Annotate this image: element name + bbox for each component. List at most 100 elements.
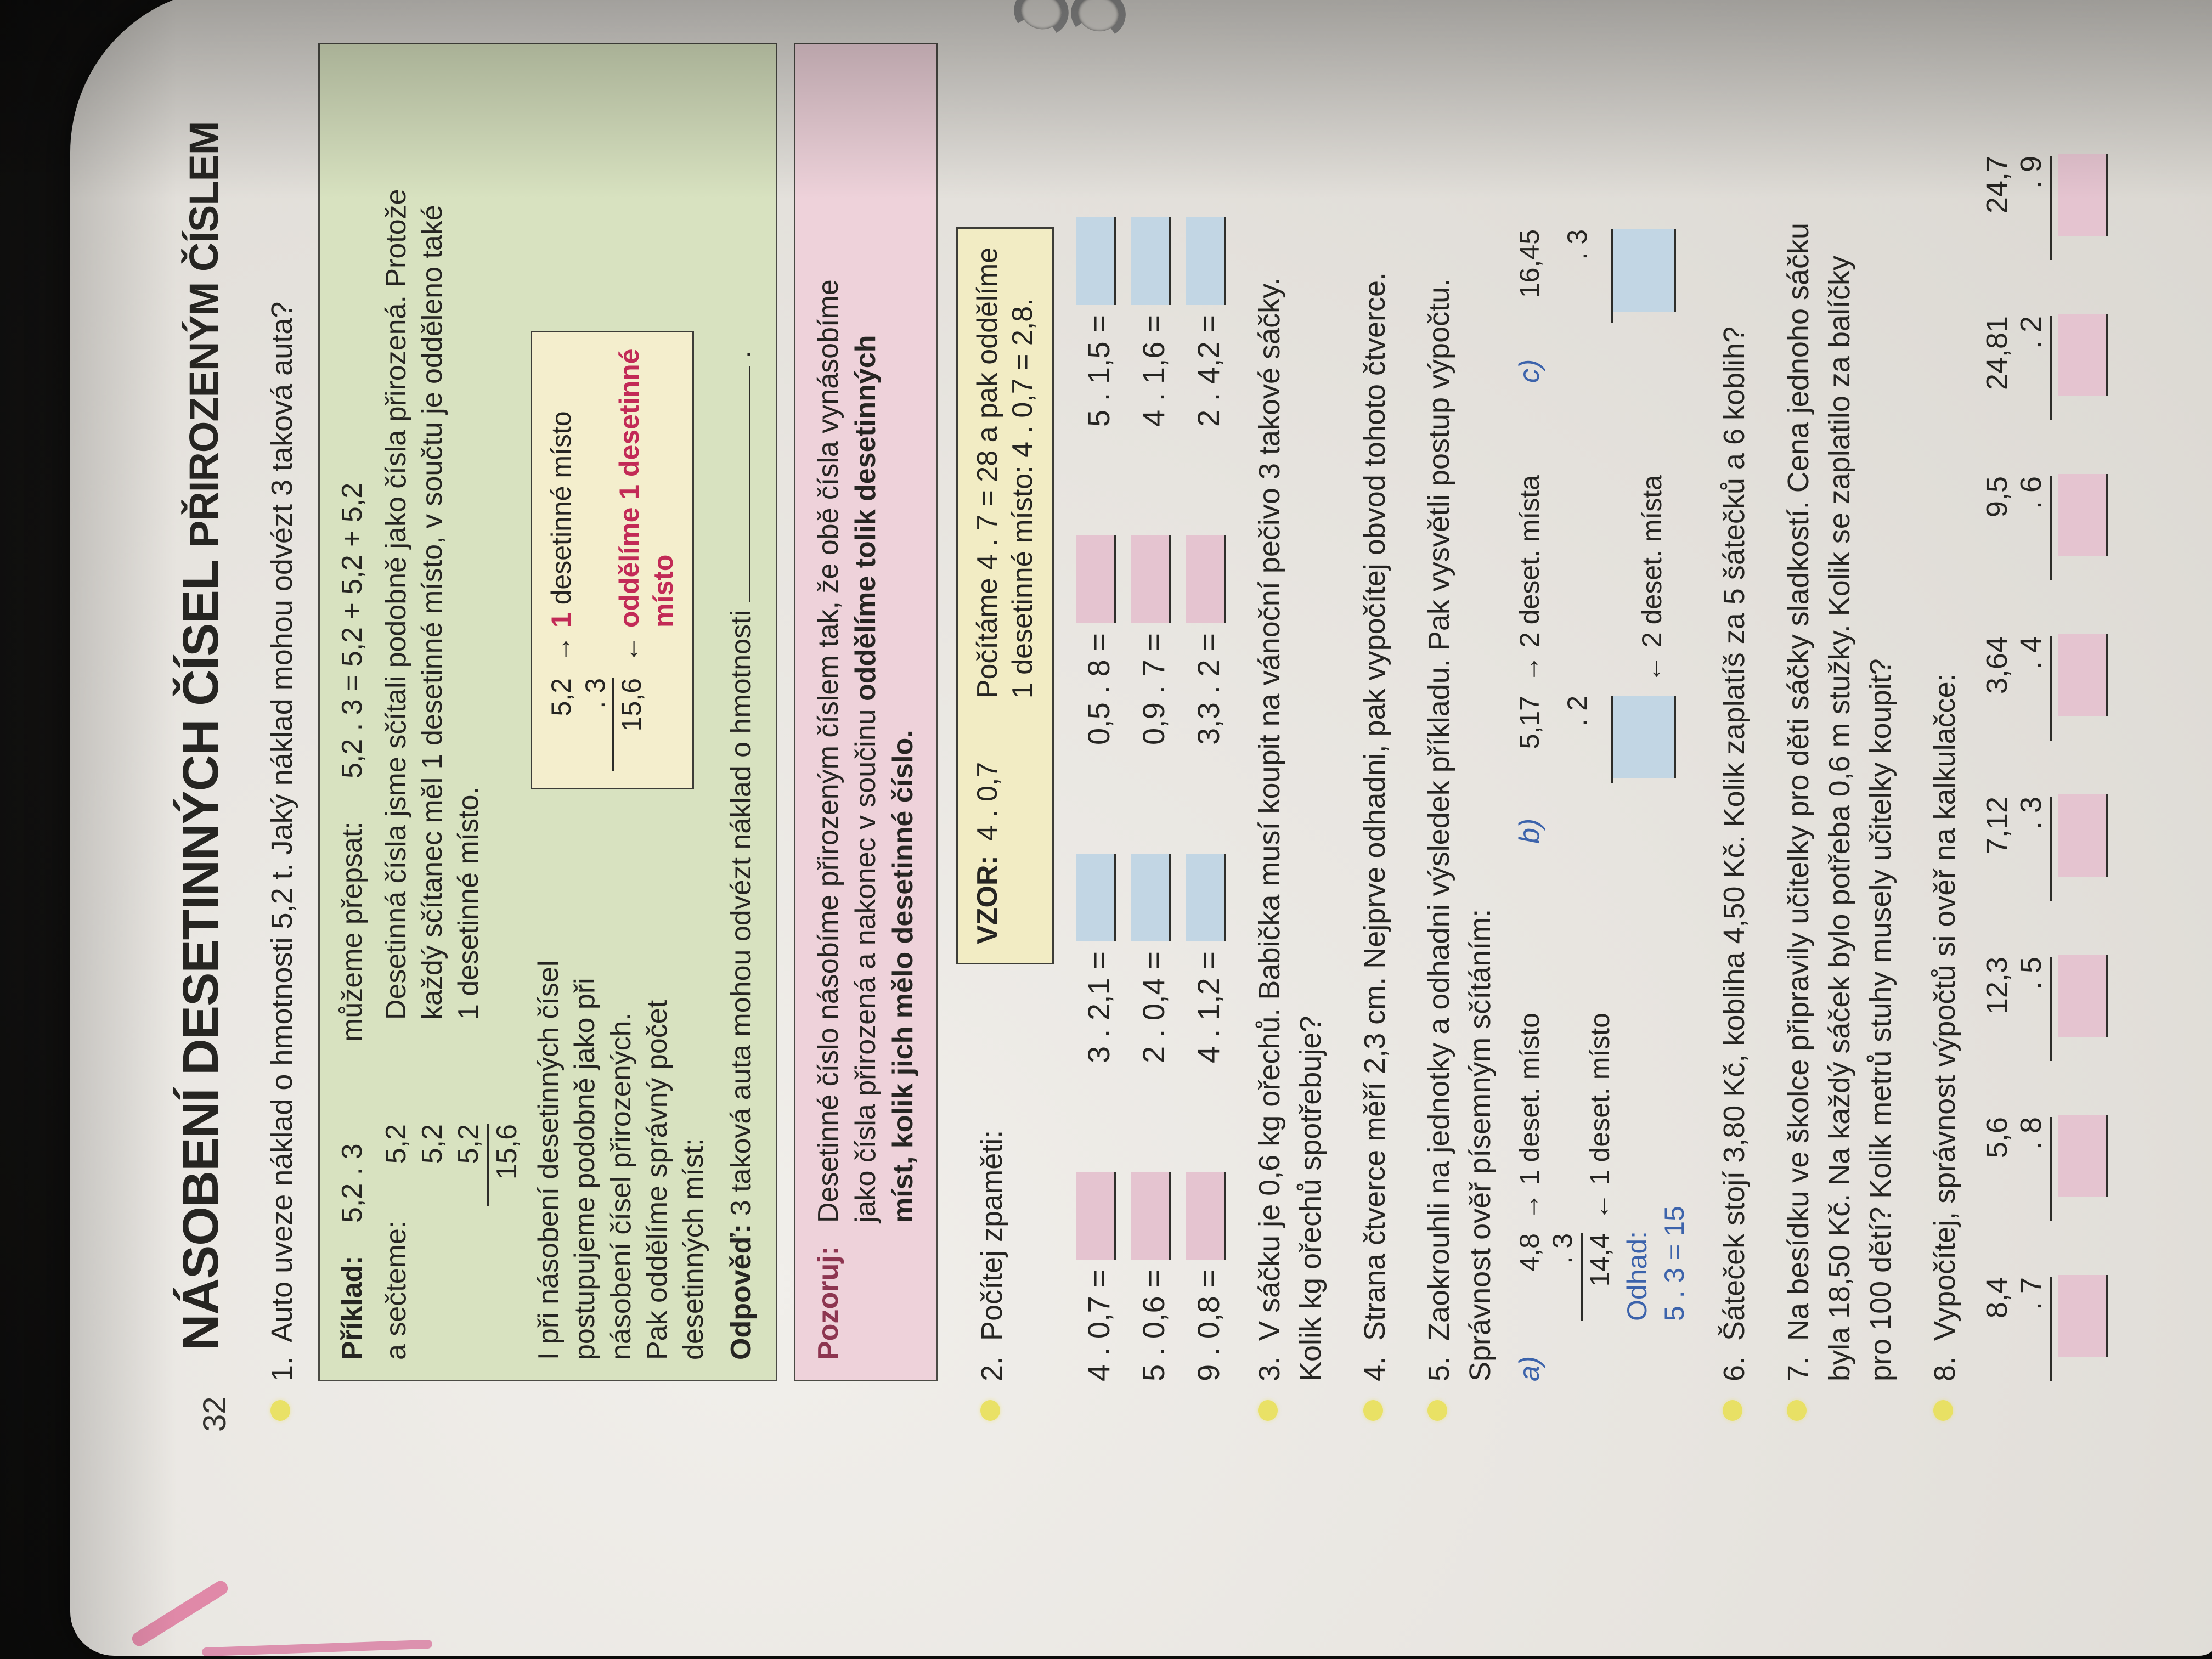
answer-blank-pink [1186, 1172, 1226, 1260]
exercise-1-number: 1. [266, 1356, 298, 1381]
answer-blank-pink [1131, 535, 1171, 624]
explanation-paragraph-2: I při násobení desetinných čísel postupu… [531, 910, 712, 1360]
pozoruj-label: Pozoruj: [812, 1246, 844, 1360]
paragraph-line: desetinných míst: [678, 1138, 709, 1360]
calc-multiplier: . 3 [2014, 797, 2052, 901]
chapter-title-main: NÁSOBENÍ DESETINNÝCH ČÍSEL [173, 548, 229, 1351]
answer-blank-pink [2058, 634, 2108, 716]
equation-text: 0,9 . 7 = [1136, 633, 1171, 745]
equation: 5 . 1,5 = [1076, 43, 1116, 427]
answer-row: Odpověď: 3 taková auta mohou odvézt nákl… [721, 64, 759, 1360]
exercise-4: 4. Strana čtverce měří 2,3 cm. Nejprve o… [1355, 43, 1396, 1421]
demo-top-number: 5,2 [546, 678, 577, 716]
calc-column: 9,5 . 6 [1980, 420, 2108, 580]
answer-blank-pink [1076, 1172, 1116, 1260]
equation-text: 2 . 0,4 = [1136, 951, 1171, 1063]
column-c: 16,45 . 3 [1513, 229, 1691, 323]
paragraph-line: postupujeme podobně jako při [569, 978, 601, 1360]
calc-top: 7,12 [1980, 797, 2013, 855]
book-page: 32 NÁSOBENÍ DESETINNÝCH ČÍSEL PŘIROZENÝM… [70, 0, 2212, 1656]
calc-multiplier: . 4 [2014, 636, 2052, 741]
pozoruj-line2: jako čísla přirozená a nakonec v součinu… [847, 279, 884, 1223]
explanation-paragraph-1: Desetinná čísla jsme sčítali podobně jak… [378, 189, 525, 1020]
exercise-2-row: 2. Počítej zpaměti: VZOR: 4 . 0,7 Počítá… [956, 43, 1054, 1421]
answer-blank-pink [2058, 474, 2108, 556]
calc-multiplier: . 2 [2014, 316, 2052, 420]
calc-top: 3,64 [1980, 636, 2013, 695]
bullet-dot-icon [1363, 1400, 1383, 1421]
right-arrow-icon: → [546, 635, 577, 663]
demo-result-note-line1: oddělíme 1 desetinné [614, 348, 645, 628]
block-a: 4,8 → 1 deset. místo . 3 14,4 ← 1 deset.… [1513, 1013, 1691, 1321]
odpoved-label: Odpověď: [725, 1223, 757, 1360]
secteme-block: a sečteme: 5,2 5,2 5,2 15,6 [378, 1020, 525, 1360]
equation-text: 5 . 0,6 = [1136, 1269, 1171, 1381]
column-b: 5,17 → 2 deset. místa . 2 ← 2 deset. mís… [1513, 475, 1691, 783]
exercise-8: 8. Vypočítej, správnost výpočtů si ověř … [1925, 43, 1966, 1421]
answer-blank-blue [1131, 854, 1171, 942]
a-result: 14,4 [1584, 1233, 1615, 1287]
demo-top-note-text: desetinné místo [546, 411, 577, 605]
bullet-dot-icon [1258, 1400, 1278, 1421]
calc-top: 9,5 [1980, 476, 2013, 518]
bullet-dot-icon [1427, 1400, 1447, 1421]
prepsat-label: můžeme přepsat: [336, 821, 368, 1042]
spacer [578, 349, 612, 663]
b-top-note: → 2 deset. místa [1514, 475, 1545, 682]
paragraph-line: násobení čísel přirozených. [605, 1012, 637, 1360]
equation: 5 . 0,6 = [1131, 1063, 1171, 1381]
answer-blank-pink [2058, 154, 2108, 236]
addend: 5,2 [416, 1124, 448, 1164]
exercise-5: 5. Zaokrouhli na jednotky a odhadni výsl… [1419, 43, 1501, 1421]
answer-blank-blue [1613, 696, 1676, 778]
bullet-dot-icon [1723, 1400, 1742, 1421]
exercise-3-line1: V sáčku je 0,6 kg ořechů. Babička musí k… [1253, 277, 1286, 1341]
exercise-2: 2. Počítej zpaměti: [972, 964, 1013, 1421]
exercise-4-line1: Strana čtverce měří 2,3 cm. Nejprve odha… [1358, 272, 1391, 1341]
bullet-dot-icon [270, 1400, 290, 1421]
addend: 5,2 [453, 1124, 484, 1164]
answer-blank-pink [2058, 1115, 2108, 1197]
example-row-1: Příklad: 5,2 . 3 můžeme přepsat: 5,2 . 3… [334, 64, 370, 1360]
left-arrow-icon: ← [614, 635, 645, 663]
answer-blank-pink [1186, 535, 1226, 624]
exercise-3: 3. V sáčku je 0,6 kg ořechů. Babička mus… [1249, 43, 1331, 1421]
calc-column: 7,12 . 3 [1980, 741, 2108, 901]
exercise-6-number: 6. [1718, 1356, 1751, 1381]
spacer [1561, 475, 1613, 682]
addition-sum: 15,6 [487, 1124, 525, 1206]
demo-result-note-line2: místo [648, 554, 679, 628]
equation-text: 4 . 1,6 = [1136, 315, 1171, 427]
label-a: a) [1514, 1356, 1545, 1381]
exercise-7: 7. Na besídku ve školce připravily učite… [1778, 43, 1901, 1421]
answer-blank-pink [2058, 794, 2108, 877]
worked-example-c: c) 16,45 . 3 [1513, 229, 1691, 383]
equation: 2 . 0,4 = [1131, 745, 1171, 1063]
vzor-expression: 4 . 0,7 [972, 761, 1003, 842]
chapter-title-sub: PŘIROZENÝM ČÍSLEM [181, 121, 227, 548]
answer-blank-pink [2058, 314, 2108, 396]
equation-text: 2 . 4,2 = [1191, 315, 1226, 427]
vzor-line1: Počítáme 4 . 7 = 28 a pak oddělíme [972, 247, 1003, 699]
b-multiplier: . 2 [1561, 696, 1613, 783]
spacer [1546, 1013, 1583, 1220]
exercise-5-worked-examples: a) 4,8 → 1 deset. místo . 3 14,4 ← 1 des… [1513, 43, 1691, 1381]
secteme-label: a sečteme: [380, 1220, 412, 1360]
prepsat-expression: 5,2 . 3 = 5,2 + 5,2 + 5,2 [336, 482, 368, 778]
calc-top: 24,7 [1980, 156, 2013, 214]
odhad-estimate: 5 . 3 = 15 [1659, 1206, 1690, 1321]
vzor-label: VZOR: [972, 855, 1003, 944]
calc-multiplier: . 6 [2014, 476, 2052, 580]
vzor-line2: 1 desetinné místo: 4 . 0,7 = 2,8. [1007, 298, 1039, 699]
pozoruj-line3: míst, kolik jich mělo desetinné číslo. [887, 730, 919, 1223]
paragraph-line: I při násobení desetinných čísel [533, 960, 565, 1360]
equation-text: 3,3 . 2 = [1191, 633, 1226, 745]
exercise-8-label: Vypočítej, správnost výpočtů si ověř na … [1928, 673, 1961, 1341]
exercise-7-line1: Na besídku ve školce připravily učitelky… [1782, 222, 1815, 1341]
calc-multiplier: . 5 [2014, 957, 2052, 1061]
bullet-dot-icon [1787, 1400, 1807, 1421]
mental-math-grid: 4 . 0,7 = 3 . 2,1 = 0,5 . 8 = 5 . 1,5 = … [1076, 43, 1226, 1381]
calc-multiplier: . 7 [2014, 1277, 2052, 1381]
equation: 4 . 1,6 = [1131, 43, 1171, 427]
